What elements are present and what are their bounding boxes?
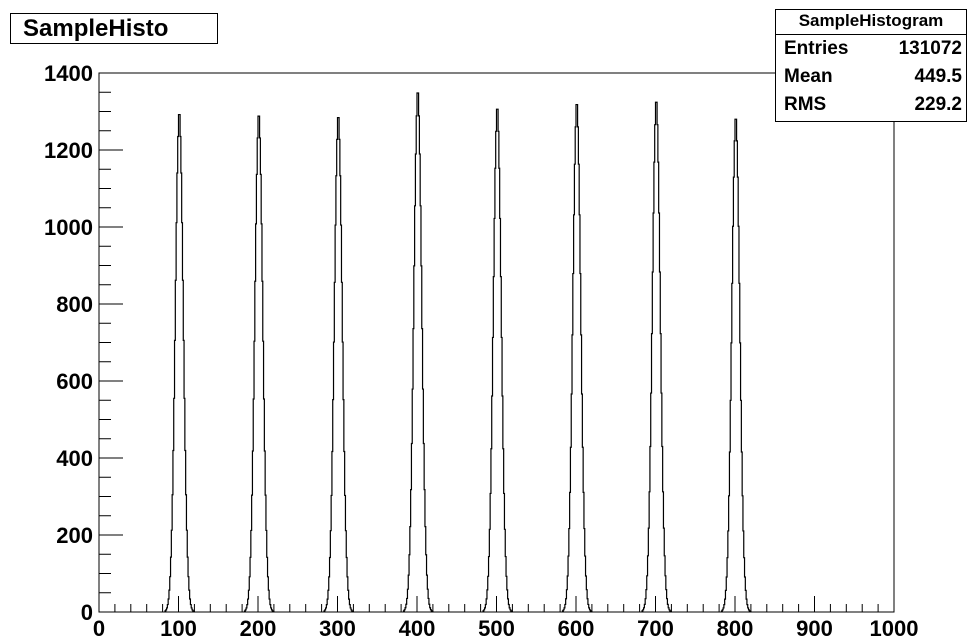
histogram-peak-4 bbox=[402, 92, 434, 613]
x-tick-label: 800 bbox=[717, 616, 754, 639]
stats-row-rms: RMS 229.2 bbox=[776, 91, 966, 119]
x-tick-label: 1000 bbox=[870, 616, 919, 639]
stats-label: Entries bbox=[784, 38, 849, 59]
y-tick-labels: 0 200 400 600 800 1000 1200 1400 bbox=[44, 61, 93, 625]
stats-name: SampleHistogram bbox=[776, 10, 966, 35]
y-tick-label: 1000 bbox=[44, 215, 93, 240]
y-tick-label: 1200 bbox=[44, 138, 93, 163]
x-tick-label: 100 bbox=[160, 616, 197, 639]
x-tick-label: 600 bbox=[558, 616, 595, 639]
y-tick-label: 600 bbox=[56, 369, 93, 394]
x-tick-labels: 0 100 200 300 400 500 600 700 800 900 1000 bbox=[93, 616, 919, 639]
histogram-peaks bbox=[164, 92, 752, 613]
stats-value: 449.5 bbox=[914, 66, 962, 87]
y-tick-label: 400 bbox=[56, 446, 93, 471]
stats-row-mean: Mean 449.5 bbox=[776, 63, 966, 91]
x-tick-label: 200 bbox=[240, 616, 277, 639]
stats-value: 229.2 bbox=[914, 94, 962, 115]
y-tick-label: 1400 bbox=[44, 61, 93, 86]
histogram-peak-8 bbox=[720, 118, 752, 613]
stats-box: SampleHistogram Entries 131072 Mean 449.… bbox=[775, 9, 967, 122]
histogram-title: SampleHisto bbox=[10, 13, 218, 44]
plot-frame bbox=[98, 72, 895, 613]
stats-label: RMS bbox=[784, 94, 827, 115]
x-tick-label: 700 bbox=[637, 616, 674, 639]
stats-value: 131072 bbox=[898, 38, 962, 59]
y-tick-label: 0 bbox=[81, 600, 93, 625]
x-tick-label: 900 bbox=[796, 616, 833, 639]
x-tick-label: 500 bbox=[478, 616, 515, 639]
histogram-peak-1 bbox=[164, 113, 195, 613]
histogram-peak-6 bbox=[561, 103, 593, 613]
histogram-peak-7 bbox=[641, 101, 672, 613]
x-tick-label: 400 bbox=[399, 616, 436, 639]
x-tick-label: 300 bbox=[319, 616, 356, 639]
y-tick-label: 200 bbox=[56, 523, 93, 548]
y-tick-label: 800 bbox=[56, 292, 93, 317]
histogram-peak-2 bbox=[243, 115, 275, 613]
histogram-peak-5 bbox=[482, 108, 513, 613]
axis-ticks bbox=[98, 72, 895, 613]
x-tick-label: 0 bbox=[93, 616, 105, 639]
stats-label: Mean bbox=[784, 66, 833, 87]
histogram-peak-3 bbox=[323, 117, 354, 613]
stats-row-entries: Entries 131072 bbox=[776, 35, 966, 63]
